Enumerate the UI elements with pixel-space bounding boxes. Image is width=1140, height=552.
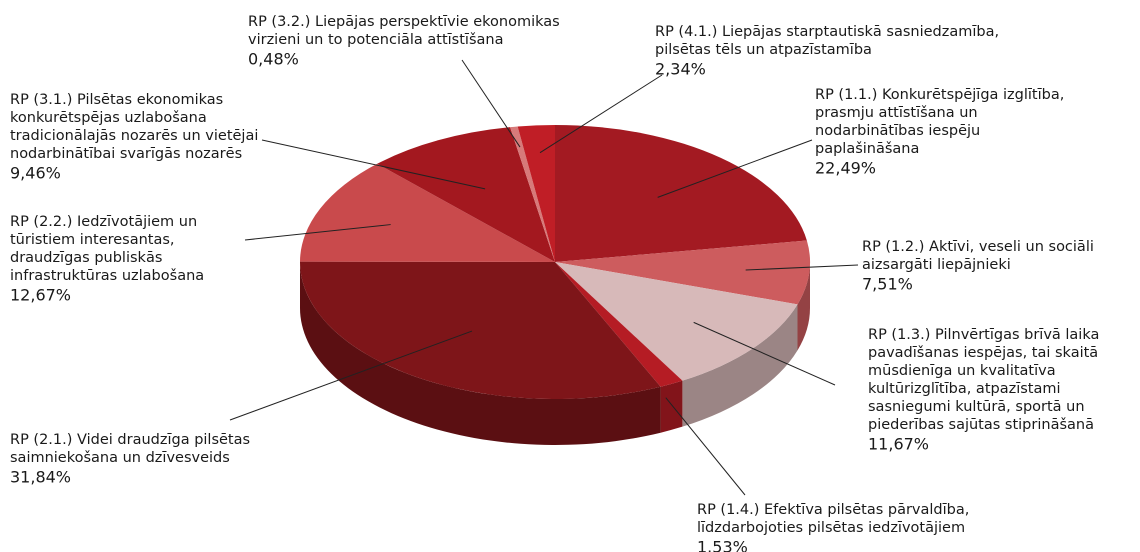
- slice-label: piederības sajūtas stiprināšanā: [868, 417, 1094, 433]
- value-label: 2,34%: [655, 60, 706, 79]
- slice-label: mūsdienīga un kvalitatīva: [868, 363, 1056, 379]
- pie-slice: [299, 261, 661, 399]
- slice-label: infrastruktūras uzlabošana: [10, 268, 204, 284]
- leader-line: [229, 330, 473, 421]
- slice-label: pilsētas tēls un atpazīstamība: [655, 42, 872, 58]
- pie-sides: [300, 262, 810, 446]
- pie-slice: [377, 127, 555, 262]
- leader-line: [693, 321, 836, 386]
- pie-tops: [299, 125, 810, 399]
- slice-label: RP (2.1.) Videi draudzīga pilsētas: [10, 432, 250, 448]
- pie-slice: [555, 240, 810, 305]
- leader-line: [261, 139, 486, 190]
- leader-line: [244, 224, 391, 241]
- pie-slice: [510, 126, 555, 262]
- slice-label: RP (1.3.) Pilnvērtīgas brīvā laika: [868, 327, 1099, 343]
- value-label: 11,67%: [868, 435, 929, 454]
- slice-label: RP (3.1.) Pilsētas ekonomikas: [10, 92, 223, 108]
- value-label: 31,84%: [10, 468, 71, 487]
- slice-label: paplašināšana: [815, 141, 919, 157]
- value-label: 1.53%: [697, 538, 748, 552]
- pie-side: [682, 304, 798, 427]
- slice-label: tūristiem interesantas,: [10, 232, 175, 248]
- leader-line: [745, 264, 859, 271]
- slice-label: līdzdarbojoties pilsētas iedzīvotājiem: [697, 520, 965, 536]
- slice-label: virzieni un to potenciāla attīstīšana: [248, 32, 503, 48]
- leader-line: [461, 59, 521, 148]
- pie-side: [797, 262, 810, 351]
- pie-slice: [555, 262, 798, 381]
- pie-slice: [300, 163, 555, 262]
- pie-slice: [555, 262, 683, 387]
- pie-side: [660, 380, 683, 433]
- pie-slice: [555, 125, 807, 262]
- slice-label: kultūrizglītība, atpazīstami: [868, 381, 1061, 397]
- pie-slice: [517, 125, 555, 262]
- slice-label: RP (3.2.) Liepājas perspektīvie ekonomik…: [248, 14, 560, 30]
- leader-line: [657, 139, 813, 198]
- slice-label: pavadīšanas iespējas, tai skaitā: [868, 345, 1098, 361]
- slice-label: RP (4.1.) Liepājas starptautiskā sasnied…: [655, 24, 999, 40]
- slice-label: prasmju attīstīšana un: [815, 105, 978, 121]
- value-label: 0,48%: [248, 50, 299, 69]
- pie-side: [300, 262, 661, 446]
- slice-label: RP (1.2.) Aktīvi, veseli un sociāli: [862, 239, 1094, 255]
- value-label: 12,67%: [10, 286, 71, 305]
- slice-label: aizsargāti liepājnieki: [862, 257, 1011, 273]
- leader-line: [539, 74, 663, 154]
- leader-line: [665, 397, 746, 496]
- value-label: 7,51%: [862, 275, 913, 294]
- value-label: 22,49%: [815, 159, 876, 178]
- slice-label: nodarbinātības iespēju: [815, 123, 980, 139]
- slice-label: saimniekošana un dzīvesveids: [10, 450, 230, 466]
- slice-label: nodarbinātībai svarīgās nozarēs: [10, 146, 242, 162]
- slice-label: RP (1.1.) Konkurētspējīga izglītība,: [815, 87, 1064, 103]
- value-label: 9,46%: [10, 164, 61, 183]
- slice-label: sasniegumi kultūrā, sportā un: [868, 399, 1085, 415]
- slice-label: RP (1.4.) Efektīva pilsētas pārvaldība,: [697, 502, 969, 518]
- slice-label: draudzīgas publiskās: [10, 250, 162, 266]
- slice-label: tradicionālajās nozarēs un vietējai: [10, 128, 258, 144]
- slice-label: RP (2.2.) Iedzīvotājiem un: [10, 214, 197, 230]
- slice-label: konkurētspējas uzlabošana: [10, 110, 207, 126]
